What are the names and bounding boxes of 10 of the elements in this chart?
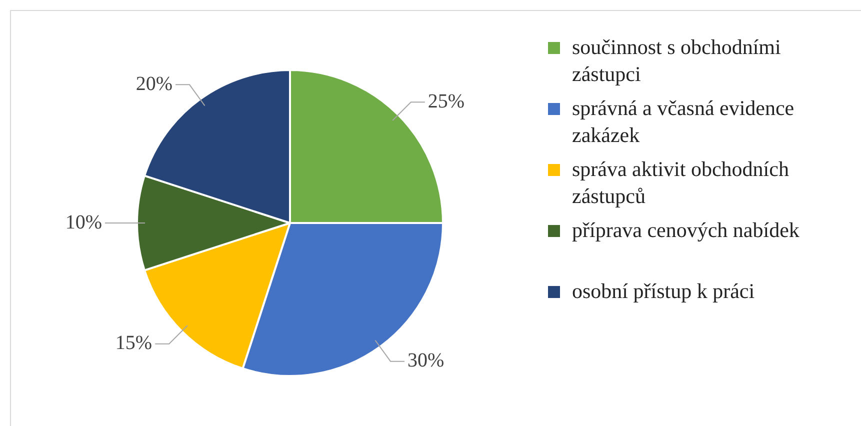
data-label: 20% — [136, 72, 172, 95]
data-label: 10% — [65, 211, 102, 234]
legend-label: správná a včasná evidence zakázek — [572, 96, 794, 147]
data-label: 15% — [115, 332, 152, 354]
legend-label: správa aktivit obchodních zástupců — [572, 157, 789, 208]
legend-label: osobní přístup k práci — [572, 279, 755, 303]
data-label: 25% — [428, 90, 465, 112]
legend-label: součinnost s obchodními zástupci — [572, 35, 781, 86]
legend-label: příprava cenových nabídek — [572, 218, 800, 242]
data-label: 30% — [408, 350, 444, 372]
